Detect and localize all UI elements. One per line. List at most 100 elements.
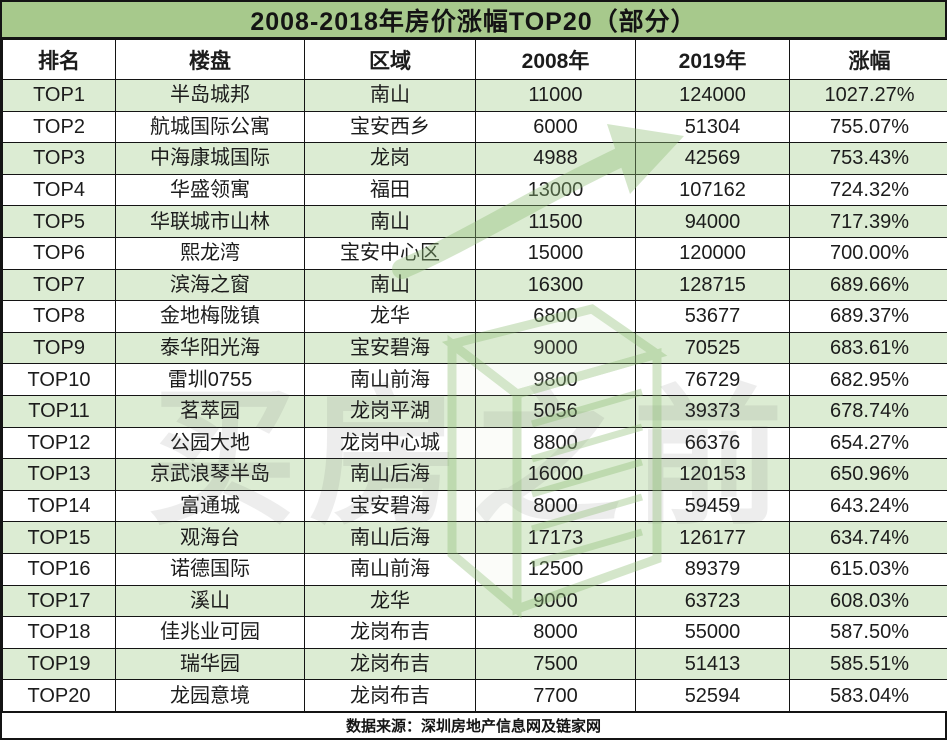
cell-price-2008: 8000 bbox=[475, 616, 636, 649]
cell-property: 茗萃园 bbox=[115, 394, 305, 428]
cell-price-2008: 16000 bbox=[475, 458, 636, 491]
cell-price-2008: 11500 bbox=[475, 205, 636, 238]
cell-property: 熙龙湾 bbox=[115, 236, 305, 270]
cell-price-2019: 128715 bbox=[635, 268, 790, 302]
cell-property: 雷圳0755 bbox=[115, 363, 305, 396]
cell-increase: 585.51% bbox=[789, 647, 947, 681]
table-row: TOP12 公园大地 龙岗中心城 8800 66376 654.27% bbox=[2, 426, 947, 460]
cell-increase: 587.50% bbox=[789, 616, 947, 649]
cell-increase: 682.95% bbox=[789, 363, 947, 396]
cell-district: 南山前海 bbox=[304, 363, 476, 396]
cell-price-2008: 9000 bbox=[475, 331, 636, 365]
cell-property: 金地梅陇镇 bbox=[115, 300, 305, 333]
cell-district: 龙岗 bbox=[304, 142, 476, 175]
cell-price-2008: 17173 bbox=[475, 521, 636, 554]
cell-increase: 678.74% bbox=[789, 394, 947, 428]
cell-increase: 650.96% bbox=[789, 458, 947, 491]
cell-price-2019: 53677 bbox=[635, 300, 790, 333]
cell-property: 航城国际公寓 bbox=[115, 110, 305, 144]
cell-price-2019: 63723 bbox=[635, 584, 790, 618]
table-row: TOP11 茗萃园 龙岗平湖 5056 39373 678.74% bbox=[2, 394, 947, 428]
cell-price-2008: 6800 bbox=[475, 300, 636, 333]
cell-price-2019: 70525 bbox=[635, 331, 790, 365]
cell-price-2008: 13000 bbox=[475, 173, 636, 207]
cell-price-2019: 51413 bbox=[635, 647, 790, 681]
cell-property: 半岛城邦 bbox=[115, 79, 305, 112]
cell-price-2008: 9000 bbox=[475, 584, 636, 618]
cell-rank: TOP12 bbox=[2, 426, 116, 460]
cell-district: 龙岗平湖 bbox=[304, 394, 476, 428]
price-increase-table: 排名 楼盘 区域 2008年 2019年 涨幅 TOP1 半岛城邦 南山 110… bbox=[2, 39, 947, 712]
table-row: TOP3 中海康城国际 龙岗 4988 42569 753.43% bbox=[2, 142, 947, 175]
column-header-price-2008: 2008年 bbox=[475, 39, 636, 80]
column-header-price-2019: 2019年 bbox=[635, 39, 790, 80]
table-row: TOP15 观海台 南山后海 17173 126177 634.74% bbox=[2, 521, 947, 554]
cell-price-2019: 59459 bbox=[635, 489, 790, 523]
cell-district: 龙岗布吉 bbox=[304, 679, 476, 712]
cell-price-2019: 94000 bbox=[635, 205, 790, 238]
table-row: TOP10 雷圳0755 南山前海 9800 76729 682.95% bbox=[2, 363, 947, 396]
cell-price-2019: 42569 bbox=[635, 142, 790, 175]
cell-rank: TOP4 bbox=[2, 173, 116, 207]
cell-rank: TOP15 bbox=[2, 521, 116, 554]
cell-price-2008: 12500 bbox=[475, 552, 636, 586]
cell-increase: 608.03% bbox=[789, 584, 947, 618]
table-row: TOP9 泰华阳光海 宝安碧海 9000 70525 683.61% bbox=[2, 331, 947, 365]
cell-increase: 724.32% bbox=[789, 173, 947, 207]
table-row: TOP7 滨海之窗 南山 16300 128715 689.66% bbox=[2, 268, 947, 302]
cell-property: 佳兆业可园 bbox=[115, 616, 305, 649]
cell-price-2008: 7700 bbox=[475, 679, 636, 712]
table-title: 2008-2018年房价涨幅TOP20（部分） bbox=[2, 2, 945, 39]
cell-rank: TOP8 bbox=[2, 300, 116, 333]
cell-increase: 689.37% bbox=[789, 300, 947, 333]
table-row: TOP16 诺德国际 南山前海 12500 89379 615.03% bbox=[2, 552, 947, 586]
table-row: TOP20 龙园意境 龙岗布吉 7700 52594 583.04% bbox=[2, 679, 947, 712]
cell-district: 龙华 bbox=[304, 300, 476, 333]
cell-increase: 634.74% bbox=[789, 521, 947, 554]
cell-district: 龙岗布吉 bbox=[304, 647, 476, 681]
column-header-district: 区域 bbox=[304, 39, 476, 80]
cell-rank: TOP7 bbox=[2, 268, 116, 302]
cell-price-2008: 7500 bbox=[475, 647, 636, 681]
cell-increase: 615.03% bbox=[789, 552, 947, 586]
cell-price-2008: 8800 bbox=[475, 426, 636, 460]
cell-district: 南山后海 bbox=[304, 521, 476, 554]
cell-increase: 683.61% bbox=[789, 331, 947, 365]
cell-district: 龙岗布吉 bbox=[304, 616, 476, 649]
cell-price-2019: 51304 bbox=[635, 110, 790, 144]
cell-price-2008: 8000 bbox=[475, 489, 636, 523]
cell-district: 福田 bbox=[304, 173, 476, 207]
cell-increase: 689.66% bbox=[789, 268, 947, 302]
cell-district: 宝安碧海 bbox=[304, 331, 476, 365]
cell-property: 泰华阳光海 bbox=[115, 331, 305, 365]
cell-property: 观海台 bbox=[115, 521, 305, 554]
cell-property: 华联城市山林 bbox=[115, 205, 305, 238]
cell-rank: TOP20 bbox=[2, 679, 116, 712]
cell-district: 南山后海 bbox=[304, 458, 476, 491]
table-row: TOP6 熙龙湾 宝安中心区 15000 120000 700.00% bbox=[2, 236, 947, 270]
table-body: TOP1 半岛城邦 南山 11000 124000 1027.27% TOP2 … bbox=[2, 79, 947, 712]
cell-property: 京武浪琴半岛 bbox=[115, 458, 305, 491]
cell-price-2019: 52594 bbox=[635, 679, 790, 712]
cell-district: 南山前海 bbox=[304, 552, 476, 586]
cell-rank: TOP3 bbox=[2, 142, 116, 175]
cell-rank: TOP5 bbox=[2, 205, 116, 238]
cell-price-2019: 89379 bbox=[635, 552, 790, 586]
cell-property: 瑞华园 bbox=[115, 647, 305, 681]
cell-district: 龙华 bbox=[304, 584, 476, 618]
cell-increase: 654.27% bbox=[789, 426, 947, 460]
cell-district: 南山 bbox=[304, 79, 476, 112]
cell-property: 华盛领寓 bbox=[115, 173, 305, 207]
cell-rank: TOP1 bbox=[2, 79, 116, 112]
cell-increase: 717.39% bbox=[789, 205, 947, 238]
cell-price-2008: 9800 bbox=[475, 363, 636, 396]
cell-rank: TOP18 bbox=[2, 616, 116, 649]
column-header-rank: 排名 bbox=[2, 39, 116, 80]
cell-price-2019: 66376 bbox=[635, 426, 790, 460]
table-row: TOP13 京武浪琴半岛 南山后海 16000 120153 650.96% bbox=[2, 458, 947, 491]
source-note: 数据来源：深圳房地产信息网及链家网 bbox=[2, 711, 945, 738]
cell-rank: TOP6 bbox=[2, 236, 116, 270]
cell-price-2019: 39373 bbox=[635, 394, 790, 428]
cell-price-2008: 6000 bbox=[475, 110, 636, 144]
